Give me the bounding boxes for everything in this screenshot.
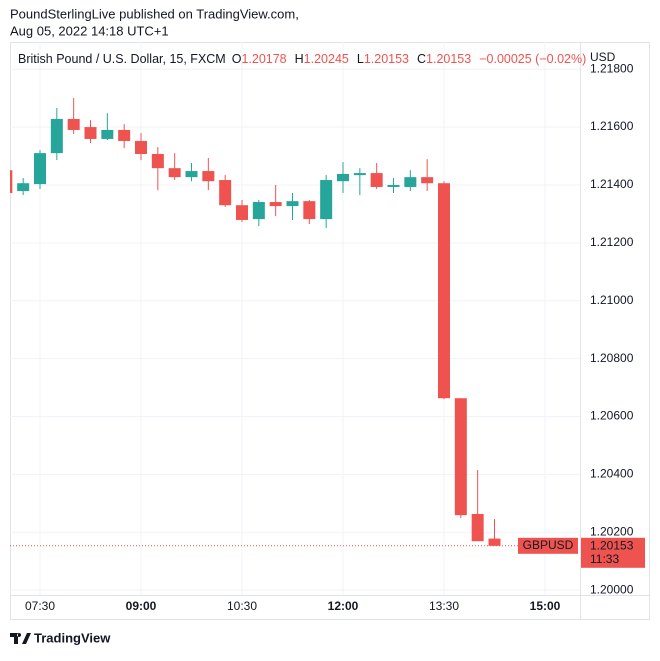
y-tick-label: 1.20000: [590, 582, 634, 596]
candle-body: [34, 153, 46, 185]
candle-body: [387, 184, 400, 187]
chart-frame: [10, 42, 650, 620]
candle-body: [118, 129, 131, 141]
change: −0.00025 (−0.02%): [479, 52, 586, 66]
candle-body: [135, 140, 147, 154]
date-line: Aug 05, 2022 14:18 UTC+1: [10, 23, 169, 38]
ohlc-key: H: [295, 52, 304, 66]
ohlc-key: L: [357, 52, 364, 66]
ohlc: O1.20178 H1.20245 L1.20153 C1.20153 −0.00025…: [232, 52, 587, 66]
candle-body: [219, 180, 232, 206]
candle-body: [269, 202, 282, 207]
labels: 1.20000 1.20200 1.20400 1.20600 1.20800 1.210…: [25, 61, 645, 613]
symbol-tag: [518, 537, 578, 554]
candle-body: [404, 177, 417, 187]
candle-body: [421, 177, 434, 184]
brand: TradingView: [34, 630, 111, 645]
candle-body: [151, 153, 164, 169]
candle-body: [454, 398, 467, 516]
y-tick-label: 1.21200: [590, 235, 634, 249]
grid: [10, 42, 580, 595]
candle-body: [353, 173, 366, 176]
candle-body: [84, 127, 97, 139]
candle-body: [438, 183, 450, 399]
ohlc-value: 1.20153: [426, 52, 471, 66]
publisher-line: PoundSterlingLive published on TradingVi…: [10, 6, 299, 21]
y-tick-label: 1.20400: [590, 467, 634, 481]
candle-body: [252, 202, 265, 220]
x-tick-label: 09:00: [126, 599, 157, 613]
x-tick-label: 10:30: [227, 599, 257, 613]
countdown: 11:33: [590, 552, 619, 566]
candle-body: [50, 118, 63, 154]
currency: USD: [590, 50, 616, 64]
candle-body: [471, 513, 484, 542]
y-tick-label: 1.21400: [590, 177, 634, 191]
y-tick-label: 1.21600: [590, 119, 634, 133]
x-tick-label: 13:30: [429, 599, 459, 613]
y-tick-label: 1.21800: [590, 61, 634, 75]
ohlc-value: 1.20178: [241, 52, 286, 66]
candle-body: [101, 129, 114, 139]
candle-body: [320, 180, 333, 220]
candle-body: [10, 170, 13, 194]
price-label: 1.20153: [590, 538, 634, 552]
x-tick-label: 12:00: [328, 599, 359, 613]
instrument: British Pound / U.S. Dollar, 15, FXCM: [18, 52, 226, 66]
candle-body: [286, 201, 299, 207]
y-tick-label: 1.20200: [590, 524, 634, 538]
y-tick-label: 1.21000: [590, 293, 634, 307]
candle-body: [488, 538, 501, 546]
candle-body: [202, 171, 215, 182]
ohlc-key: O: [232, 52, 242, 66]
x-tick-label: 07:30: [25, 599, 55, 613]
symbol-label: GBPUSD: [523, 538, 574, 552]
y-tick-label: 1.20800: [590, 351, 634, 365]
ohlc-value: 1.20153: [364, 52, 409, 66]
candle-body: [236, 205, 248, 220]
ohlc-value: 1.20245: [304, 52, 349, 66]
legend: British Pound / U.S. Dollar, 15, FXCM O1.…: [18, 52, 586, 66]
ohlc-key: C: [417, 52, 426, 66]
plot: [10, 98, 518, 547]
price-tag: [581, 537, 645, 568]
candle-body: [370, 173, 383, 187]
y-tick-label: 1.20600: [590, 409, 634, 423]
candle-body: [168, 168, 181, 178]
tv-logo: [10, 633, 31, 644]
candle-body: [337, 173, 349, 182]
candle-body: [303, 201, 316, 220]
x-tick-label: 15:00: [530, 599, 561, 613]
candle-body: [185, 171, 198, 178]
candle-body: [67, 118, 80, 130]
candle-body: [17, 183, 30, 192]
